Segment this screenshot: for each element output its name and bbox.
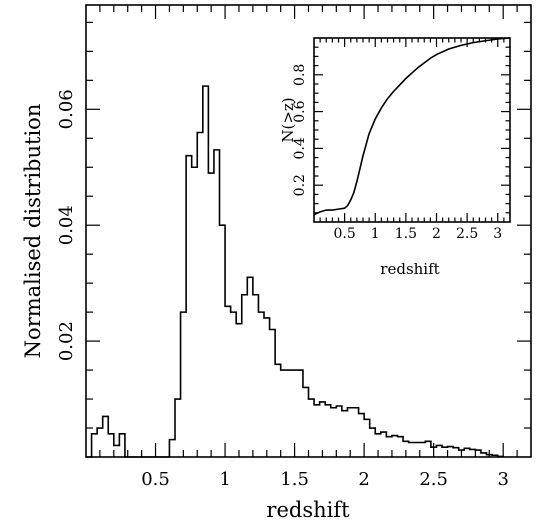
inset-tick-labels: 0.5 1 1.5 2 2.5 3 0.2 0.4 0.6 0.8	[292, 64, 502, 242]
x-tick-label: 2	[432, 226, 441, 242]
x-tick-label: 3	[493, 226, 502, 242]
x-tick-label: 0.5	[333, 226, 355, 242]
y-tick-label: 0.6	[292, 100, 308, 122]
y-tick-label: 0.04	[56, 205, 77, 245]
x-tick-label: 1	[219, 469, 230, 490]
inset-y-axis-title: N(>z)	[279, 97, 297, 142]
inset-x-axis-title: redshift	[380, 260, 439, 278]
y-tick-label: 0.2	[292, 174, 308, 196]
x-tick-label: 1.5	[395, 226, 417, 242]
x-tick-label: 2	[358, 469, 369, 490]
main-ticks	[86, 5, 531, 457]
x-tick-label: 2.5	[456, 226, 478, 242]
main-plot-frame	[85, 4, 532, 458]
y-tick-label: 0.02	[56, 321, 77, 361]
x-tick-label: 1.5	[280, 469, 309, 490]
x-tick-label: 3	[497, 469, 508, 490]
main-x-axis-title: redshift	[266, 498, 350, 522]
inset-background	[314, 38, 510, 222]
cumulative-curve	[313, 37, 511, 216]
x-tick-label: 0.5	[141, 469, 170, 490]
x-tick-label: 1	[371, 226, 380, 242]
main-y-axis-title: Normalised distribution	[21, 104, 45, 359]
main-tick-labels: 0.5 1 1.5 2 2.5 3 0.02 0.04 0.06	[56, 89, 509, 490]
y-tick-label: 0.06	[56, 89, 77, 129]
main-histogram-plot: 0.5 1 1.5 2 2.5 3 0.02 0.04 0.06 redshift Normal…	[21, 4, 532, 522]
histogram-series	[86, 85, 504, 458]
inset-plot-frame	[313, 37, 511, 223]
inset-cumulative-plot: 0.5 1 1.5 2 2.5 3 0.2 0.4 0.6 0.8 redshift N(>z)	[279, 37, 511, 278]
y-tick-label: 0.8	[292, 64, 308, 86]
y-tick-label: 0.4	[292, 137, 308, 159]
x-tick-label: 2.5	[419, 469, 448, 490]
